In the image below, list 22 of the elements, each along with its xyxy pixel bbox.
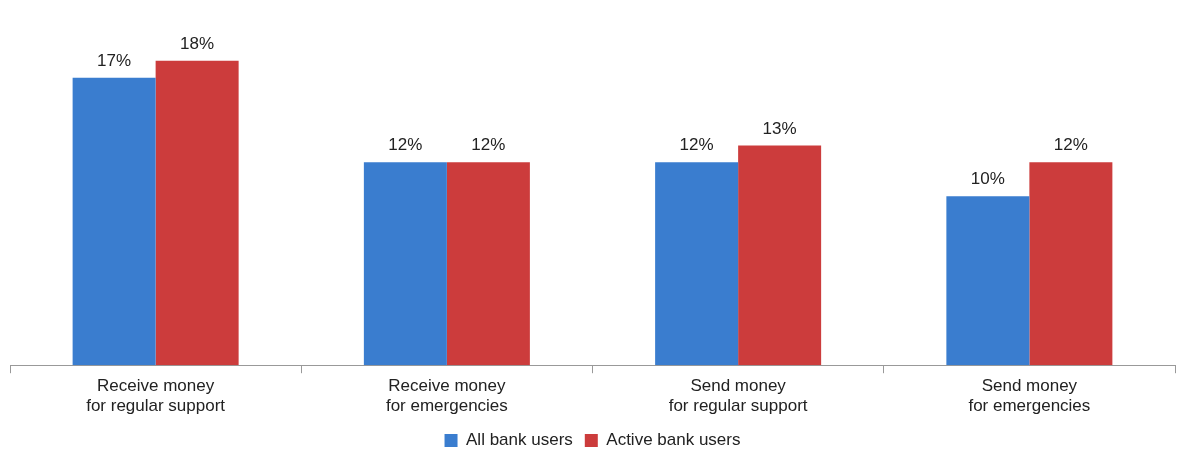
bar bbox=[738, 145, 822, 366]
x-tick-label: Receive money for regular support bbox=[86, 376, 226, 416]
data-label: 13% bbox=[762, 118, 797, 138]
x-tick-label: Send money for regular support bbox=[668, 376, 808, 416]
bar bbox=[655, 162, 739, 366]
x-tick-label: Send money for emergencies bbox=[968, 376, 1091, 416]
legend-label: Active bank users bbox=[606, 430, 741, 450]
bar bbox=[1029, 162, 1113, 366]
bar bbox=[155, 60, 239, 366]
legend-label: All bank users bbox=[466, 430, 573, 450]
data-label: 10% bbox=[970, 169, 1005, 189]
data-label: 18% bbox=[180, 34, 215, 54]
data-label: 12% bbox=[388, 135, 423, 155]
data-label: 12% bbox=[679, 135, 714, 155]
bar bbox=[72, 77, 156, 366]
data-label: 12% bbox=[1053, 135, 1088, 155]
data-label: 12% bbox=[471, 135, 506, 155]
x-tick-label: Receive money for emergencies bbox=[385, 376, 508, 416]
bar bbox=[363, 162, 447, 366]
bar bbox=[946, 196, 1030, 366]
bar bbox=[446, 162, 530, 366]
data-label: 17% bbox=[97, 50, 132, 70]
